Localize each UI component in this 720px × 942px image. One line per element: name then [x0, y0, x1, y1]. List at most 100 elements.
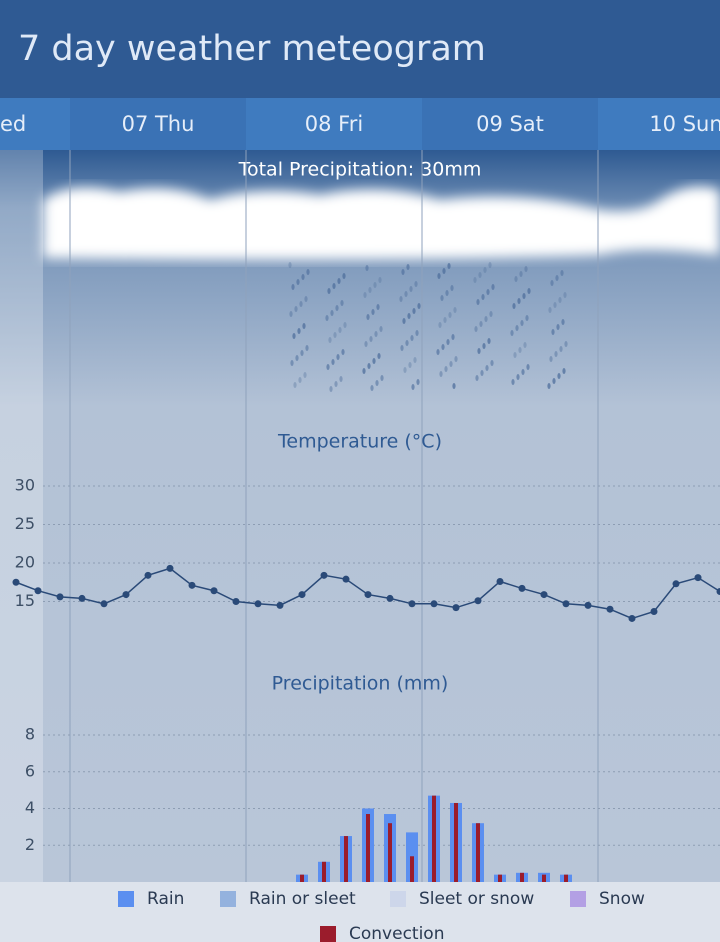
rain-drop	[560, 270, 564, 276]
rain-drop	[479, 321, 483, 327]
tab-label[interactable]: 10 Sun	[649, 112, 720, 136]
rain-drop	[336, 354, 340, 360]
total-precipitation: Total Precipitation: 30mm	[238, 159, 482, 181]
rain-drop	[559, 346, 563, 352]
rain-drop	[379, 326, 383, 332]
rain-drop	[444, 366, 448, 372]
rain-drop	[443, 317, 447, 323]
rain-drop	[487, 338, 491, 344]
legend-label[interactable]: Rain	[147, 889, 184, 909]
precipitation-bar	[366, 814, 370, 882]
rain-drop	[488, 262, 492, 268]
precipitation-bar	[476, 823, 480, 882]
y-tick-label: 15	[15, 591, 35, 610]
legend-label[interactable]: Snow	[599, 889, 645, 909]
temperature-point	[562, 600, 570, 608]
rain-drop	[338, 327, 342, 333]
rain-drop	[305, 345, 309, 351]
rain-drop	[291, 284, 295, 290]
rain-drop	[295, 355, 299, 361]
rain-drop	[490, 360, 494, 366]
rain-drop	[553, 302, 557, 308]
rain-drop	[448, 312, 452, 318]
tab[interactable]	[422, 98, 598, 150]
tab[interactable]	[598, 98, 720, 150]
rain-drop	[489, 311, 493, 317]
y-tick-label: 8	[25, 725, 35, 744]
rain-drop	[372, 358, 376, 364]
rain-drop	[342, 273, 346, 279]
rain-drop	[332, 283, 336, 289]
precipitation-bar	[520, 872, 524, 882]
rain-drop	[363, 292, 367, 298]
tab-label[interactable]: 09 Sat	[476, 112, 544, 136]
temperature-point	[100, 600, 108, 608]
temperature-point	[188, 581, 196, 589]
rain-drop	[517, 298, 521, 304]
rain-drop	[329, 386, 333, 392]
temperature-point	[496, 577, 504, 585]
temperature-point	[210, 587, 218, 595]
precipitation-bar	[564, 874, 568, 882]
legend-swatch[interactable]	[220, 891, 236, 907]
rain-drop	[526, 364, 530, 370]
rain-drop	[446, 339, 450, 345]
rain-drop	[404, 291, 408, 297]
tab[interactable]	[0, 98, 70, 150]
rain-drop	[437, 273, 441, 279]
rain-drop	[438, 322, 442, 328]
legend-swatch[interactable]	[118, 891, 134, 907]
rain-drop	[522, 293, 526, 299]
tab-label[interactable]: 07 Thu	[122, 112, 195, 136]
rain-drop	[556, 324, 560, 330]
rain-drop	[451, 334, 455, 340]
temperature-point	[452, 604, 460, 612]
temperature-point	[320, 571, 328, 579]
rain-drop	[477, 348, 481, 354]
rain-drop	[453, 307, 457, 313]
rain-drop	[369, 336, 373, 342]
rain-drop	[378, 277, 382, 283]
rain-drop	[292, 333, 296, 339]
legend-swatch[interactable]	[320, 926, 336, 942]
legend-label[interactable]: Convection	[349, 924, 444, 942]
temperature-point	[34, 587, 42, 595]
y-tick-label: 6	[25, 761, 35, 780]
rain-drop	[300, 350, 304, 356]
rain-drop	[293, 382, 297, 388]
rain-drops	[288, 262, 568, 392]
rain-drop	[373, 282, 377, 288]
tab[interactable]	[246, 98, 422, 150]
tab[interactable]	[70, 98, 246, 150]
legend-label[interactable]: Rain or sleet	[249, 889, 356, 909]
temperature-point	[606, 605, 614, 613]
tab-label[interactable]: 08 Fri	[305, 112, 363, 136]
legend-label[interactable]: Sleet or snow	[419, 889, 534, 909]
temperature-point	[232, 598, 240, 605]
legend-swatch[interactable]	[570, 891, 586, 907]
tab-label[interactable]: ed	[0, 112, 26, 136]
legend-swatch[interactable]	[390, 891, 406, 907]
rain-drop	[400, 345, 404, 351]
y-tick-label: 30	[15, 476, 35, 495]
rain-drop	[514, 276, 518, 282]
rain-drop	[558, 297, 562, 303]
rain-drop	[478, 272, 482, 278]
rain-drop	[521, 369, 525, 375]
rain-drop	[475, 375, 479, 381]
rain-drop	[339, 376, 343, 382]
rain-drop	[341, 349, 345, 355]
rain-drop	[447, 263, 451, 269]
temperature-point	[584, 601, 592, 609]
rain-drop	[303, 372, 307, 378]
rain-drop	[375, 380, 379, 386]
rain-drop	[511, 379, 515, 385]
rain-drop	[484, 316, 488, 322]
precipitation-bar	[454, 802, 458, 882]
rain-drop	[409, 286, 413, 292]
temperature-point	[694, 574, 702, 582]
rain-drop	[474, 326, 478, 332]
rain-drop	[371, 309, 375, 315]
rain-drop	[547, 383, 551, 389]
rain-drop	[510, 330, 514, 336]
